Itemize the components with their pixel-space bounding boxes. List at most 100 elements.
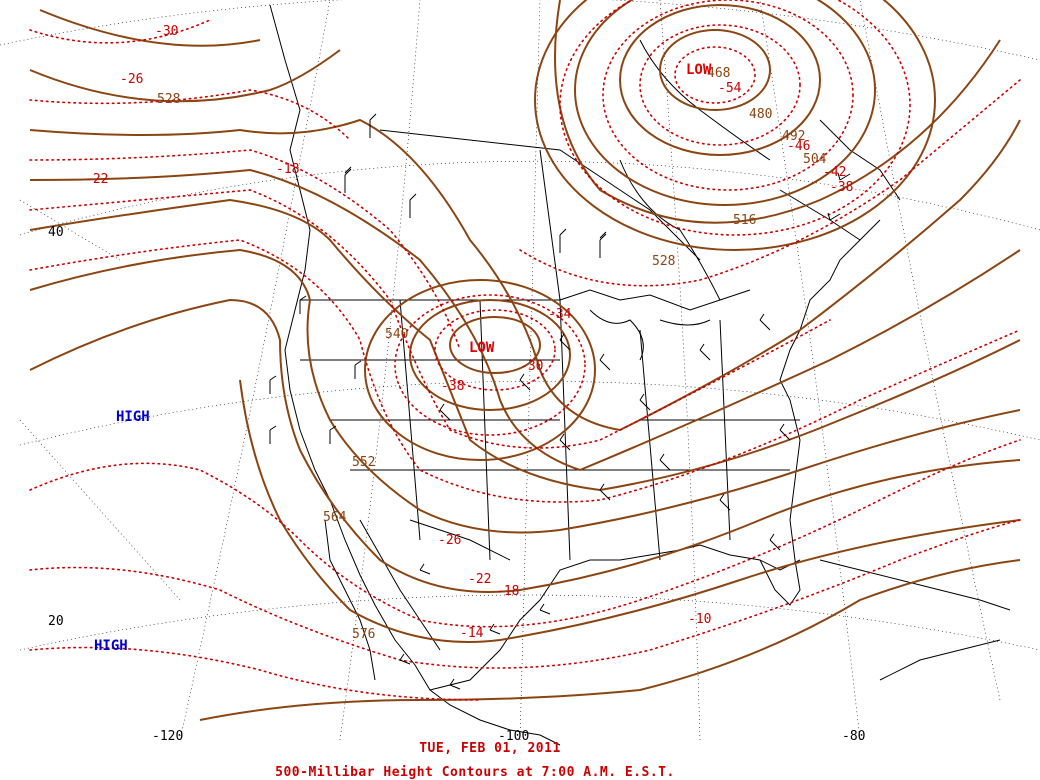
isotherm — [674, 46, 756, 104]
isotherm — [29, 19, 211, 44]
wind-barb — [599, 353, 611, 371]
height-label: 480 — [749, 107, 772, 122]
border-line — [379, 129, 701, 261]
wind-barb — [779, 423, 791, 441]
state-line — [479, 299, 491, 561]
height-label: 552 — [352, 455, 375, 470]
map-title: 500-Millibar Height Contours at 7:00 A.M… — [275, 765, 675, 780]
temp-label: -14 — [460, 626, 484, 641]
wind-barb — [489, 623, 501, 635]
height-contour — [199, 559, 1021, 721]
wind-barb — [439, 403, 451, 421]
height-contour — [29, 198, 1021, 492]
state-line — [719, 319, 731, 541]
isotherm — [394, 294, 586, 436]
wind-barb — [769, 533, 781, 551]
temp-label: -42 — [823, 165, 846, 180]
height-contour — [29, 49, 341, 103]
isotherm — [29, 646, 481, 701]
temperature-contours — [29, 0, 1021, 701]
temperature-labels: -30 -26 -22 -18 -34 -30 -38 -26 -22 -18 … — [85, 24, 853, 641]
hispaniola — [879, 639, 1001, 681]
temp-label: -38 — [830, 180, 853, 195]
gulf-coast — [429, 544, 801, 691]
high-pressure-label: HIGH — [116, 409, 150, 425]
graticule-line — [759, 0, 861, 741]
height-contour — [409, 299, 571, 411]
isotherm — [519, 79, 1021, 287]
geography — [269, 4, 1011, 746]
height-contour — [29, 118, 1021, 432]
temp-label: -46 — [787, 139, 810, 154]
temp-label: -26 — [438, 533, 461, 548]
longitude-label: -80 — [842, 729, 865, 744]
isotherm — [602, 0, 854, 191]
labrador-coast — [819, 119, 901, 201]
temp-label: -30 — [520, 359, 543, 374]
wind-barb — [329, 425, 337, 444]
wind-barb — [827, 212, 841, 221]
isotherm — [29, 439, 1021, 628]
wind-barb — [399, 653, 411, 665]
wind-barb — [449, 678, 461, 690]
wind-barb — [559, 228, 567, 253]
state-line — [639, 329, 661, 561]
wind-barb — [409, 193, 417, 218]
temp-label: -38 — [441, 379, 464, 394]
height-label: 504 — [803, 152, 827, 167]
temp-label: -34 — [548, 307, 572, 322]
isotherm — [29, 189, 831, 449]
temp-label: -22 — [85, 172, 108, 187]
height-label: 528 — [157, 92, 180, 107]
wind-barb — [559, 333, 571, 351]
map-date: TUE, FEB 01, 2011 — [419, 741, 561, 756]
high-pressure-label: HIGH — [94, 638, 128, 654]
wind-barb — [659, 453, 671, 471]
wind-barb — [539, 603, 551, 615]
graticule-line — [339, 0, 421, 741]
florida-peninsula — [759, 519, 801, 606]
wind-barb — [519, 373, 531, 391]
height-contour — [534, 0, 936, 251]
wind-barb — [599, 483, 611, 501]
wind-barb — [269, 425, 277, 444]
height-label: 468 — [707, 66, 730, 81]
height-contour — [39, 9, 261, 47]
wind-barb — [354, 360, 362, 379]
wind-barb — [719, 493, 731, 511]
cuba — [819, 559, 1011, 611]
latitude-label: 40 — [48, 225, 64, 240]
height-contour — [364, 279, 596, 461]
wind-barb — [639, 393, 651, 411]
height-contour — [29, 298, 1021, 593]
height-contour — [29, 168, 1021, 472]
longitude-label: -120 — [152, 729, 183, 744]
longitude-label: -100 — [498, 729, 529, 744]
arctic-coast — [639, 39, 771, 161]
wind-barb — [759, 313, 771, 331]
wind-barb — [837, 172, 851, 181]
height-label: 576 — [352, 627, 375, 642]
wind-barb — [699, 343, 711, 361]
height-labels: 528 540 552 564 576 528 516 504 492 480 … — [157, 66, 827, 642]
height-label: 564 — [323, 510, 347, 525]
us-mexico-border — [409, 519, 511, 561]
height-contour — [574, 0, 876, 206]
isotherm — [29, 239, 1021, 503]
wind-barb — [344, 166, 352, 193]
pressure-systems: LOW LOW HIGH HIGH — [94, 62, 712, 654]
height-label: 540 — [385, 327, 408, 342]
wind-barb — [369, 113, 377, 138]
height-contour — [619, 4, 821, 156]
isotherm — [434, 309, 556, 391]
gulf-of-california — [359, 519, 441, 651]
atlantic-coast — [779, 219, 881, 521]
height-contour — [239, 379, 1021, 643]
isotherm — [29, 519, 1021, 669]
state-line — [399, 299, 421, 541]
wind-barb — [269, 375, 277, 394]
wind-barb — [419, 563, 431, 575]
height-label: 516 — [733, 213, 756, 228]
isotherm — [639, 24, 801, 146]
